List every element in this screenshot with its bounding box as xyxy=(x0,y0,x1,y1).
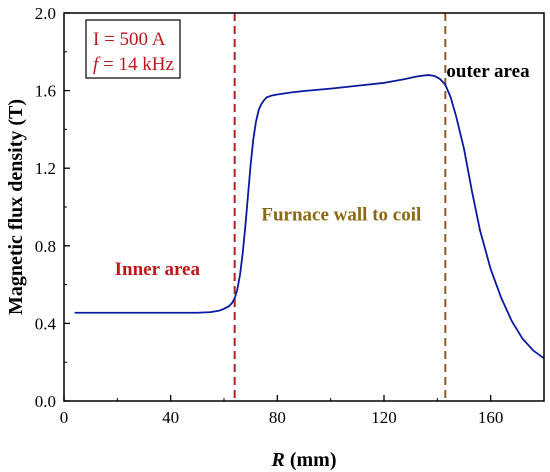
x-tick-label: 160 xyxy=(478,408,504,427)
inner-area-label: Inner area xyxy=(115,259,201,280)
y-tick-label: 0.8 xyxy=(35,237,56,256)
x-tick-label: 120 xyxy=(371,408,397,427)
x-tick-label: 40 xyxy=(162,408,179,427)
y-tick-label: 1.6 xyxy=(35,82,56,101)
furnace-wall-label: Furnace wall to coil xyxy=(261,205,421,226)
y-tick-label: 1.2 xyxy=(35,159,56,178)
outer-area-label: outer area xyxy=(446,61,530,82)
y-tick-label: 2.0 xyxy=(35,4,56,23)
x-tick-label: 80 xyxy=(269,408,286,427)
y-axis-title: Magnetic flux density (T) xyxy=(5,99,27,315)
x-axis-unit: (mm) xyxy=(285,449,337,471)
flux-density-line xyxy=(74,74,544,360)
frequency-parameter: f = 14 kHz xyxy=(93,54,174,75)
x-axis-title: R (mm) xyxy=(271,449,337,471)
frequency-value: = 14 kHz xyxy=(98,54,174,75)
parameter-box xyxy=(85,19,181,79)
frequency-variable: f xyxy=(93,54,101,75)
y-tick-label: 0.4 xyxy=(35,314,57,333)
y-tick-label: 0.0 xyxy=(35,392,56,411)
x-tick-label: 0 xyxy=(60,408,69,427)
current-parameter: I = 500 A xyxy=(93,29,166,50)
x-axis-variable: R xyxy=(271,449,285,471)
